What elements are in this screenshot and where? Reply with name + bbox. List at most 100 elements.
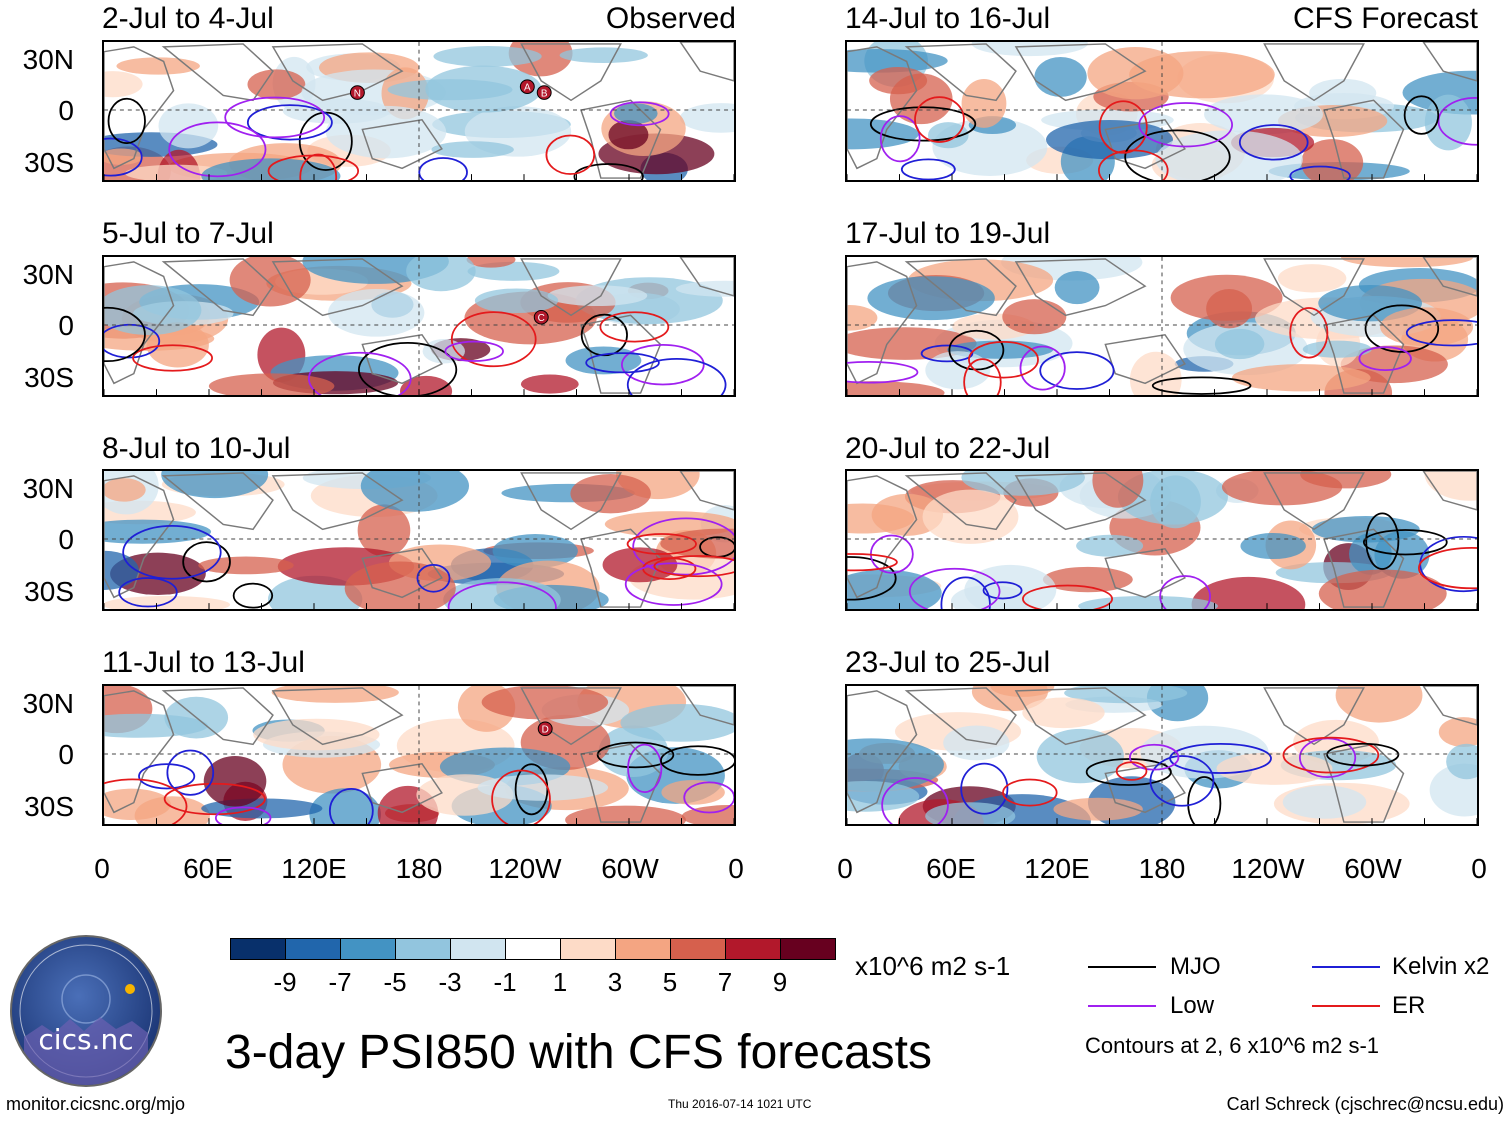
lon-label: 0 [728,853,744,884]
colorbar-label: 3 [607,967,623,997]
contour-line [1365,512,1400,570]
anomaly-blob [400,375,453,395]
anomaly-blob [325,105,447,159]
contour-line [948,329,1005,371]
contour-line [869,534,914,574]
anomaly-blob [1087,46,1184,100]
storm-marker [519,79,535,94]
coastline [161,687,274,746]
contour-line [107,97,146,145]
anomaly-blob [1191,576,1306,609]
anomaly-blob [847,48,948,73]
anomaly-blob [620,703,734,742]
anomaly-blob [309,788,381,824]
coastline [579,99,662,179]
contour-line [1405,319,1477,347]
contour-line [626,357,727,395]
lat-label: 0 [58,524,74,555]
map-canvas: N AB [104,42,734,180]
anomaly-blob [104,285,202,336]
anomaly-blob [1282,785,1367,819]
anomaly-blob [357,504,411,557]
anomaly-blob [1231,364,1371,392]
contour-line [1151,376,1252,395]
coastline [104,690,175,814]
anomaly-blob [360,471,470,512]
lon-label: 60E [926,853,976,884]
contour-line [1115,761,1148,781]
contour-line [444,340,504,362]
anomaly-blob [847,381,945,395]
anomaly-blob [661,779,725,805]
coastline [1322,99,1405,179]
logo-text: cics.nc [38,1023,134,1056]
coastline [679,42,734,82]
coastline [1014,43,1147,102]
contour-line [491,769,551,824]
contour-line [963,358,1002,395]
legend-line-er [1312,1005,1380,1007]
lon-label: 60W [1344,853,1402,884]
contour-line [869,106,977,142]
colorbar-swatch [615,938,671,960]
lon-label: 180 [395,853,443,884]
footer-url: monitor.cicsnc.org/mjo [6,1094,186,1114]
anomaly-blob [547,285,648,307]
colorbar-swatch [340,938,396,960]
contour-line [214,806,272,824]
coastline [1422,686,1477,726]
contour-line [580,313,628,357]
contour-line [1289,165,1351,180]
footer-date: Thu 2016-07-14 1021 UTC [668,1097,812,1111]
panel-title: 2-Jul to 4-Jul [102,2,274,35]
coastline [1322,314,1405,394]
contour-line [1138,102,1234,148]
anomaly-blob [1064,686,1188,704]
contour-line [914,96,965,143]
colorbar-label: 5 [662,967,678,997]
lat-label: 0 [58,95,74,126]
contour-line [1129,743,1180,771]
coastline [520,43,622,102]
anomaly-blob [847,305,878,331]
colorbar-swatch [450,938,506,960]
anomaly-blob [1341,257,1474,268]
map-panel: D [102,684,736,826]
anomaly-blob [847,327,977,360]
map-canvas: C [104,257,734,395]
anomaly-blob [344,561,456,609]
anomaly-blob [1424,471,1477,501]
storm-marker [537,721,553,737]
contour-line [328,788,374,824]
anomaly-blob [477,774,609,801]
coastline [1422,471,1477,511]
lon-label: 120W [488,853,562,884]
coastline [579,743,662,823]
lon-label: 60E [183,853,233,884]
anomaly-blob [327,288,425,337]
colorbar-label: 1 [552,967,568,997]
anomaly-blob [961,79,1007,128]
anomaly-blob [1221,471,1343,506]
coastline [520,472,622,531]
lat-label: 0 [58,310,74,341]
coastline [1263,472,1365,531]
coastline [520,258,622,317]
coastline [361,333,443,385]
map-panel: C [102,255,736,397]
contour-line [1358,346,1412,371]
contour-line [960,762,1009,815]
legend-line-kelvin [1312,966,1380,968]
contour-line [1418,547,1477,590]
coastline [847,690,918,814]
coastline [579,528,662,608]
coastline [1322,528,1405,608]
contour-line [168,121,267,178]
contour-line [879,115,921,163]
contour-line [246,104,333,141]
anomaly-blob [1002,299,1067,335]
map-canvas [104,471,734,609]
contour-line [545,134,596,175]
contour-line [982,581,1023,600]
contour-line [920,344,974,363]
